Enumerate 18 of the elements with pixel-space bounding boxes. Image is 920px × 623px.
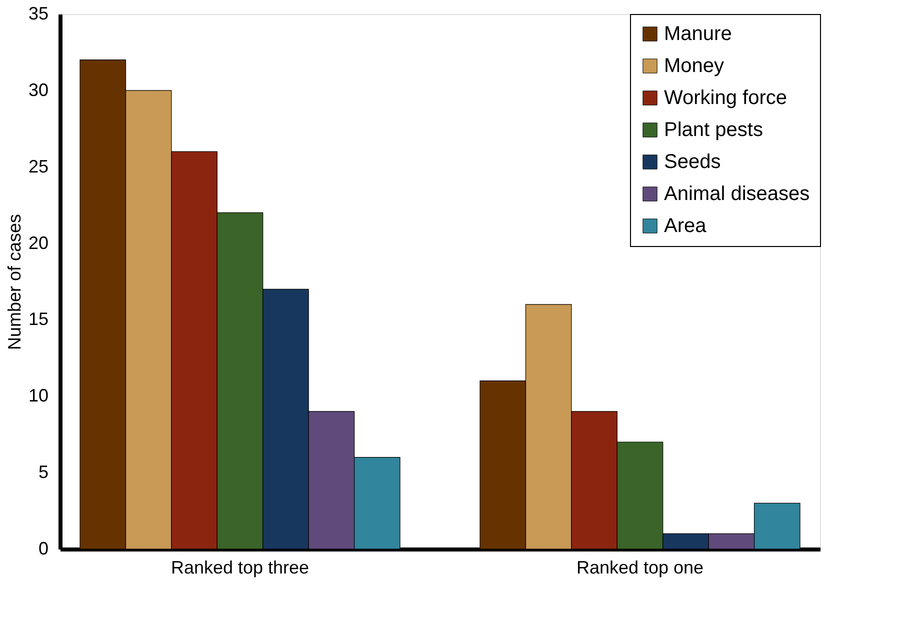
legend-label: Working force <box>664 87 788 109</box>
legend-label: Manure <box>664 23 732 45</box>
y-tick-label: 20 <box>28 232 48 253</box>
y-tick-label: 0 <box>38 538 48 558</box>
legend-label: Plant pests <box>664 119 763 141</box>
legend-label: Animal diseases <box>664 183 810 205</box>
y-tick-label: 25 <box>28 156 48 176</box>
y-tick-label: 35 <box>28 4 48 24</box>
legend-label: Area <box>664 215 708 237</box>
x-tick-label: Ranked top three <box>170 558 310 578</box>
y-tick-label: 10 <box>28 386 48 406</box>
y-tick-label: 15 <box>28 309 48 330</box>
y-tick-label: 30 <box>28 80 48 100</box>
x-tick-label: Ranked top one <box>576 558 704 578</box>
legend-label: Money <box>664 55 724 77</box>
legend-label: Seeds <box>664 151 721 173</box>
y-tick-label: 5 <box>38 462 48 482</box>
y-axis-title: Number of cases <box>4 214 24 350</box>
